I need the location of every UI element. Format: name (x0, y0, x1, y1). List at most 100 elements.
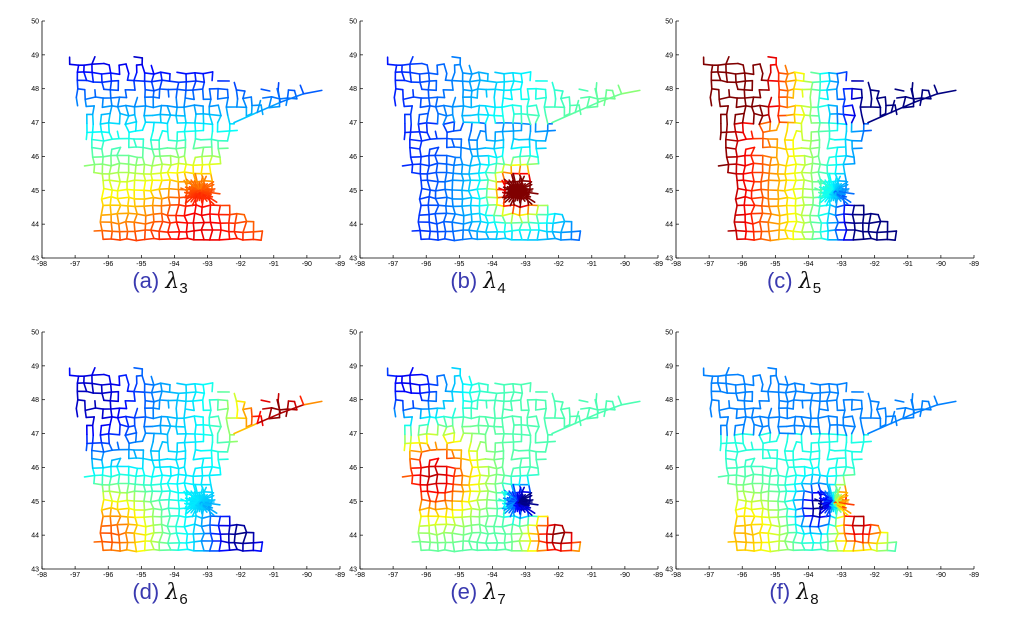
road-segment (100, 524, 112, 527)
road-segment (605, 400, 614, 403)
road-segment (743, 89, 753, 92)
road-segment (786, 432, 789, 443)
road-segment (75, 399, 79, 410)
road-segment (468, 540, 473, 551)
road-segment (436, 162, 448, 165)
road-segment (427, 391, 431, 402)
road-segment (100, 213, 112, 216)
road-segment (877, 524, 882, 534)
road-segment (544, 399, 547, 410)
road-segment (176, 482, 186, 485)
road-segment (485, 542, 490, 551)
road-segment (134, 475, 137, 486)
road-segment (293, 89, 298, 100)
road-segment (758, 400, 762, 410)
road-segment (198, 190, 221, 195)
road-segment (526, 474, 530, 486)
road-segment (242, 231, 255, 234)
road-segment (451, 138, 456, 148)
road-segment (175, 515, 180, 528)
road-segment (128, 130, 137, 134)
road-segment (486, 490, 489, 501)
road-segment (760, 499, 764, 510)
road-segment (184, 115, 187, 124)
road-segment (453, 374, 461, 377)
road-segment (535, 204, 540, 216)
road-segment (461, 500, 464, 511)
road-segment (793, 163, 797, 174)
road-segment (506, 182, 514, 188)
road-segment (710, 64, 714, 73)
road-segment (250, 407, 253, 418)
road-segment (434, 106, 439, 115)
road-segment (879, 112, 887, 117)
road-segment (843, 213, 854, 216)
road-segment (476, 490, 481, 501)
road-segment (836, 424, 845, 427)
road-segment (735, 105, 747, 109)
y-tick-label: 45 (31, 188, 39, 195)
road-segment (750, 407, 755, 419)
road-segment (511, 229, 521, 232)
road-segment (229, 523, 238, 527)
road-segment (501, 171, 513, 175)
road-segment (226, 130, 231, 142)
road-segment (478, 515, 489, 518)
road-segment (476, 79, 481, 90)
road-segment (528, 449, 537, 453)
road-segment (829, 504, 838, 510)
road-segment (471, 382, 480, 386)
road-segment (501, 106, 504, 117)
road-segment (758, 121, 772, 126)
road-segment (233, 541, 244, 545)
road-segment (158, 148, 161, 157)
road-segment (493, 425, 497, 435)
road-segment (784, 391, 789, 403)
road-segment (534, 130, 549, 133)
road-segment (109, 383, 113, 393)
road-segment (175, 221, 189, 224)
road-segment (741, 433, 744, 445)
road-segment (758, 531, 769, 534)
road-segment (751, 482, 755, 494)
road-segment (144, 179, 154, 182)
road-segment (793, 71, 797, 81)
road-segment (611, 400, 616, 411)
road-segment (185, 163, 194, 167)
road-segment (801, 196, 815, 199)
road-segment (767, 424, 772, 434)
road-segment (143, 80, 146, 91)
x-tick-label: -95 (454, 261, 464, 268)
road-segment (817, 408, 820, 419)
road-segment (434, 415, 445, 419)
road-segment (792, 458, 803, 461)
road-segment (425, 112, 429, 124)
road-segment (734, 187, 739, 200)
road-segment (876, 220, 882, 234)
road-segment (750, 154, 755, 165)
road-segment (401, 474, 414, 478)
road-segment (784, 165, 787, 175)
road-segment (876, 531, 882, 545)
road-segment (91, 123, 94, 133)
road-segment (494, 392, 498, 402)
road-segment (802, 490, 805, 501)
road-segment (725, 382, 729, 394)
road-segment (409, 71, 413, 83)
road-segment (451, 198, 454, 208)
road-segment (511, 415, 515, 426)
road-segment (486, 187, 498, 191)
road-segment (834, 517, 837, 528)
road-segment (734, 524, 746, 527)
road-segment (152, 507, 163, 511)
road-segment (202, 71, 214, 75)
road-segment (184, 89, 187, 99)
road-segment (261, 407, 273, 410)
y-tick-label: 47 (349, 120, 357, 127)
road-segment (228, 129, 238, 132)
road-segment (409, 382, 413, 394)
panel-caption: (a) λ3 (0, 268, 320, 297)
road-segment (109, 416, 113, 426)
road-segment (183, 106, 186, 117)
road-segment (777, 72, 789, 75)
